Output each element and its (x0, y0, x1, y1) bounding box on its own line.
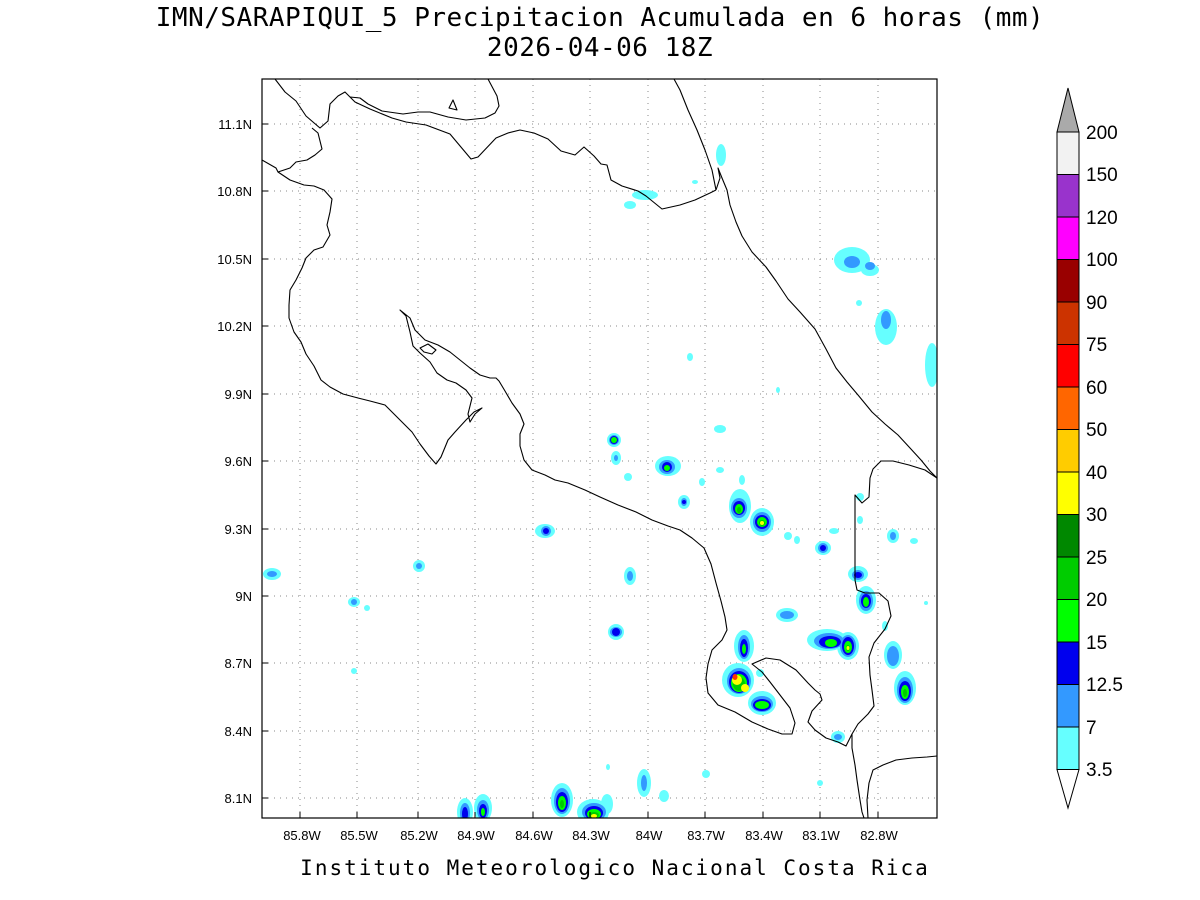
y-tick-label: 10.5N (217, 252, 252, 267)
y-tick-label: 10.2N (217, 319, 252, 334)
y-axis-labels: 11.1N 10.8N 10.5N 10.2N 9.9N 9.6N 9.3N 9… (217, 117, 252, 806)
precip-15mm (481, 437, 909, 818)
map-subtitle: 2026-04-06 18Z (486, 33, 714, 63)
y-tick-label: 8.4N (225, 724, 252, 739)
x-tick-label: 84W (636, 828, 663, 843)
colorbar-label: 7 (1086, 718, 1097, 739)
x-tick-label: 83.7W (687, 828, 725, 843)
precip-field (263, 144, 937, 818)
map-title: IMN/SARAPIQUI_5 Precipitacion Acumulada … (155, 3, 1045, 33)
colorbar (1056, 87, 1080, 810)
colorbar-label: 25 (1086, 548, 1107, 569)
colorbar-label: 20 (1086, 590, 1107, 611)
colorbar-label: 12.5 (1086, 675, 1123, 696)
x-tick-label: 84.9W (457, 828, 495, 843)
x-tick-label: 84.6W (515, 828, 553, 843)
precip-7mm (267, 256, 913, 818)
y-tick-label: 9.3N (225, 522, 252, 537)
map-frame (261, 78, 938, 819)
colorbar-label: 40 (1086, 463, 1107, 484)
colorbar-label: 3.5 (1086, 760, 1112, 781)
y-tick-label: 8.1N (225, 791, 252, 806)
x-tick-label: 82.8W (860, 828, 898, 843)
colorbar-labels: 200 150 120 100 90 75 60 50 40 30 25 20 … (1086, 123, 1123, 781)
x-tick-label: 85.2W (400, 828, 438, 843)
x-tick-label: 83.4W (745, 828, 783, 843)
x-axis-labels: 85.8W 85.5W 85.2W 84.9W 84.6W 84.3W 84W … (283, 828, 898, 843)
colorbar-label: 75 (1086, 335, 1107, 356)
colorbar-label: 120 (1086, 208, 1118, 229)
colorbar-label: 15 (1086, 633, 1107, 654)
x-tick-label: 84.3W (572, 828, 610, 843)
precip-12.5mm (462, 436, 911, 818)
colorbar-label: 60 (1086, 378, 1107, 399)
grid-lines (262, 79, 937, 818)
y-tick-label: 8.7N (225, 656, 252, 671)
colorbar-underflow-triangle (1056, 769, 1080, 810)
colorbar-label: 50 (1086, 420, 1107, 441)
colorbar-label: 150 (1086, 165, 1118, 186)
coastlines (262, 79, 937, 818)
colorbar-overflow-triangle (1056, 87, 1080, 133)
colorbar-label: 90 (1086, 293, 1107, 314)
y-tick-label: 10.8N (217, 184, 252, 199)
footer-credit: Instituto Meteorologico Nacional Costa R… (300, 856, 930, 880)
precip-30mm (591, 521, 850, 818)
y-tick-label: 9.9N (225, 387, 252, 402)
y-tick-label: 9N (235, 589, 252, 604)
precip-3.5mm (263, 144, 937, 818)
x-tick-label: 83.1W (802, 828, 840, 843)
y-tick-label: 9.6N (225, 454, 252, 469)
tick-marks (262, 123, 879, 818)
colorbar-label: 100 (1086, 250, 1118, 271)
x-tick-label: 85.8W (283, 828, 321, 843)
precip-60mm (732, 674, 738, 680)
colorbar-label: 30 (1086, 505, 1107, 526)
y-tick-label: 11.1N (218, 117, 252, 132)
colorbar-label: 200 (1086, 123, 1118, 144)
x-tick-label: 85.5W (340, 828, 378, 843)
